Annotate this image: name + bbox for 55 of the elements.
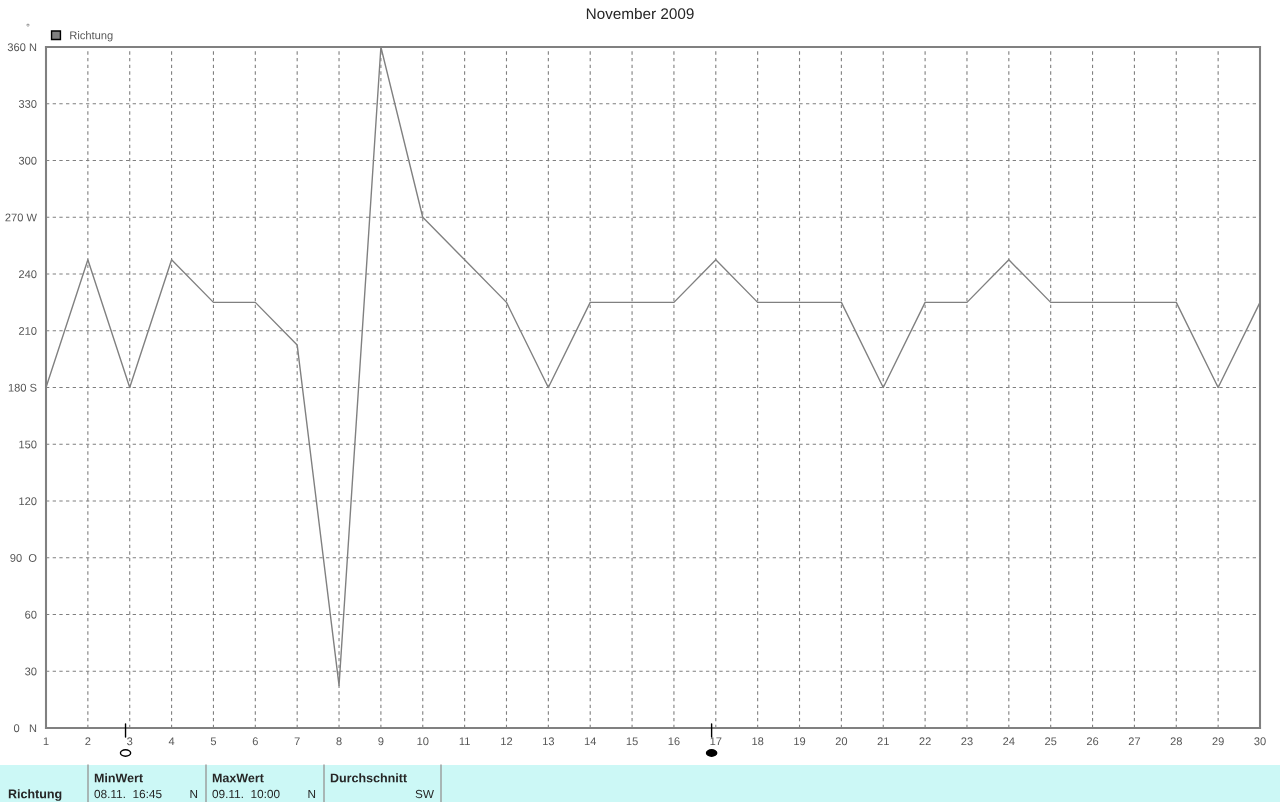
text: Richtung — [8, 789, 62, 801]
x-tick-label: 11 — [459, 737, 470, 746]
x-tick-label: 13 — [543, 737, 555, 746]
x-tick-label: 7 — [294, 737, 300, 746]
y-tick-label: 210 — [18, 327, 37, 335]
x-tick-label: 23 — [961, 737, 973, 746]
x-tick-label: 18 — [752, 737, 764, 746]
y-tick-label: 180 S — [8, 383, 37, 392]
x-tick-label: 28 — [1170, 737, 1182, 746]
text: MaxWert — [212, 773, 264, 783]
y-tick-label: 360 N — [7, 43, 37, 52]
y-axis-title: ° — [26, 23, 30, 27]
x-tick-label: 26 — [1086, 737, 1099, 746]
text: 08.11. 16:45 — [94, 789, 162, 799]
x-tick-label: 20 — [835, 737, 848, 746]
x-tick-label: 8 — [336, 737, 342, 746]
y-tick-label: 90 O — [10, 554, 37, 562]
text: N — [190, 789, 198, 799]
x-tick-label: 25 — [1045, 737, 1057, 746]
text: Durchschnitt — [330, 773, 407, 783]
x-tick-label: 21 — [877, 737, 889, 746]
y-tick-label: 240 — [18, 270, 37, 279]
x-tick-label: 15 — [626, 737, 638, 746]
chart-title: November 2009 — [586, 7, 694, 20]
x-tick-label: 24 — [1003, 737, 1015, 746]
x-tick-label: 22 — [919, 737, 931, 746]
x-tick-label: 6 — [252, 737, 258, 746]
x-tick-label: 9 — [378, 737, 384, 746]
x-tick-label: 16 — [668, 737, 680, 746]
x-tick-label: 17 — [710, 737, 722, 746]
x-tick-label: 1 — [43, 737, 49, 746]
x-tick-label: 5 — [210, 737, 217, 746]
x-tick-label: 27 — [1128, 737, 1141, 746]
x-tick-label: 10 — [417, 737, 429, 746]
text: N — [308, 789, 316, 799]
text: 09.11. 10:00 — [212, 789, 280, 799]
x-tick-label: 14 — [584, 737, 597, 746]
text: SW — [415, 789, 434, 799]
y-tick-label: 330 — [18, 100, 37, 108]
y-tick-label: 150 — [19, 440, 37, 449]
x-tick-label: 29 — [1212, 737, 1224, 746]
y-tick-label: 30 — [25, 667, 37, 676]
x-tick-label: 3 — [127, 737, 133, 746]
y-tick-label: 270 W — [5, 213, 37, 222]
x-tick-label: 4 — [168, 737, 175, 746]
text: MinWert — [94, 773, 143, 783]
x-tick-label: 12 — [501, 737, 513, 746]
x-tick-label: 2 — [85, 737, 91, 746]
x-tick-label: 30 — [1254, 737, 1266, 746]
y-tick-label: 0 N — [13, 724, 37, 733]
legend-label: Richtung — [70, 31, 113, 42]
x-tick-label: 19 — [794, 737, 806, 746]
y-tick-label: 300 — [18, 156, 37, 165]
y-tick-label: 60 — [25, 610, 37, 619]
y-tick-label: 120 — [19, 497, 37, 506]
